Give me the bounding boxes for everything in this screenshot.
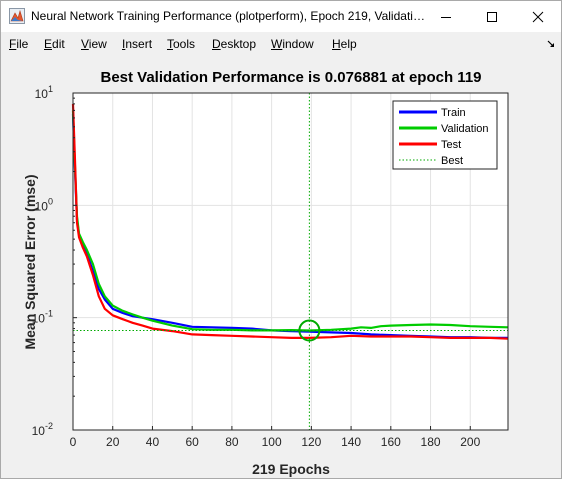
y-ticks: 101 100 10-1 10-2	[32, 84, 77, 438]
maximize-icon	[487, 11, 497, 22]
matlab-figure-icon	[9, 8, 25, 24]
menu-edit[interactable]: Edit	[44, 37, 65, 51]
series-layer	[71, 103, 509, 340]
x-ticks: 0 20 40 60 80 100 120 140 160 180 200	[70, 426, 481, 449]
series-line-validation	[71, 110, 509, 332]
x-axis-label: 219 Epochs	[252, 461, 330, 477]
menu-tools[interactable]: Tools	[167, 37, 196, 51]
x-tick-label: 160	[381, 435, 401, 449]
x-tick-label: 120	[301, 435, 321, 449]
menu-bar: File Edit View Insert Tools Desktop Wind…	[1, 32, 561, 56]
x-tick-label: 200	[460, 435, 480, 449]
menu-help[interactable]: Help	[332, 37, 357, 51]
dock-arrow-icon[interactable]	[547, 40, 555, 48]
y-tick-label: 10-2	[32, 421, 53, 438]
close-button[interactable]	[515, 1, 561, 32]
menu-insert[interactable]: Insert	[122, 37, 153, 51]
legend-label-validation: Validation	[441, 123, 489, 135]
y-axis-label: Mean Squared Error (mse)	[22, 174, 38, 349]
y-tick-label: 100	[35, 196, 53, 213]
legend[interactable]: Train Validation Test Best	[392, 100, 498, 170]
minimize-button[interactable]	[423, 1, 469, 32]
y-tick-label: 101	[35, 84, 53, 101]
best-marker-layer	[73, 93, 508, 430]
legend-label-train: Train	[441, 107, 466, 119]
legend-label-best: Best	[441, 155, 463, 167]
x-tick-label: 0	[70, 435, 77, 449]
legend-label-test: Test	[441, 139, 461, 151]
x-tick-label: 80	[225, 435, 239, 449]
title-bar[interactable]: Neural Network Training Performance (plo…	[1, 1, 561, 32]
close-icon	[532, 11, 544, 22]
plot-border	[72, 92, 509, 431]
series-line-test	[71, 103, 509, 340]
y-tick-label: 10-1	[32, 309, 53, 326]
x-tick-label: 40	[146, 435, 160, 449]
performance-chart: Best Validation Performance is 0.076881 …	[22, 69, 509, 477]
menu-view[interactable]: View	[81, 37, 107, 51]
maximize-button[interactable]	[469, 1, 515, 32]
chart-title: Best Validation Performance is 0.076881 …	[100, 69, 481, 86]
x-tick-label: 60	[185, 435, 199, 449]
minimize-icon	[441, 16, 451, 18]
menu-window[interactable]: Window	[271, 37, 314, 51]
window-title: Neural Network Training Performance (plo…	[31, 9, 425, 23]
menu-desktop[interactable]: Desktop	[212, 37, 257, 51]
x-tick-label: 100	[262, 435, 282, 449]
x-tick-label: 20	[106, 435, 120, 449]
x-tick-label: 140	[341, 435, 361, 449]
menu-file[interactable]: File	[9, 37, 29, 51]
x-tick-label: 180	[421, 435, 441, 449]
best-point-marker	[298, 319, 321, 342]
